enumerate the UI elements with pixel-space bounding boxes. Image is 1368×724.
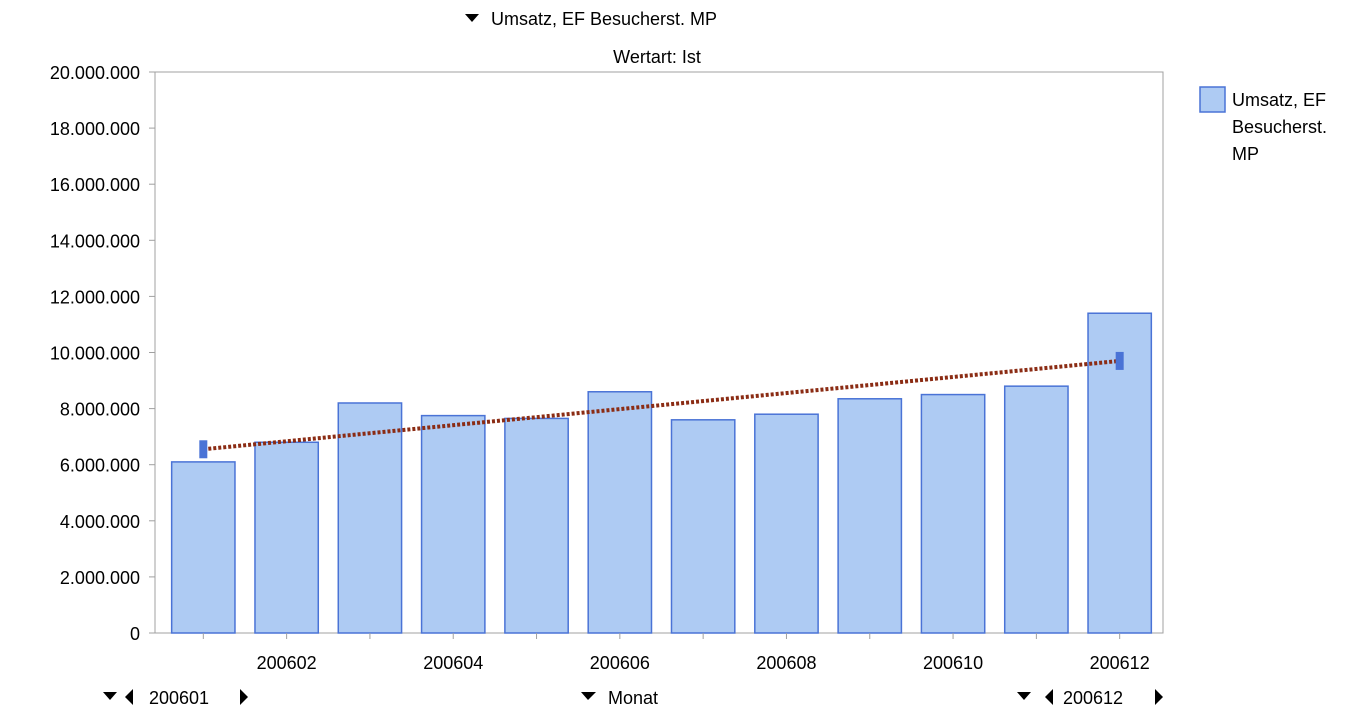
bar-200608[interactable] bbox=[754, 413, 819, 634]
y-tick-label: 18.000.000 bbox=[50, 119, 140, 139]
plot-area bbox=[154, 71, 1164, 634]
x-tick-label: 200604 bbox=[423, 653, 483, 673]
range-end-control: 200612 bbox=[1017, 688, 1163, 708]
x-axis: 200602 200604 200606 200608 200610 200612 bbox=[202, 633, 1150, 673]
y-tick-label: 14.000.000 bbox=[50, 231, 140, 251]
trendline-path bbox=[203, 358, 1120, 452]
x-tick-label: 200610 bbox=[923, 653, 983, 673]
range-end-next-icon[interactable] bbox=[1155, 689, 1163, 705]
legend-label-line-1: Umsatz, EF bbox=[1232, 90, 1326, 110]
y-tick-label: 12.000.000 bbox=[50, 287, 140, 307]
dimension-dropdown-icon bbox=[581, 692, 596, 700]
range-start-dropdown-icon[interactable] bbox=[103, 692, 117, 700]
bar-200602[interactable] bbox=[254, 441, 320, 634]
chart-subtitle: Wertart: Ist bbox=[613, 47, 701, 67]
bar-200601[interactable] bbox=[170, 461, 236, 634]
y-tick-label: 4.000.000 bbox=[60, 512, 140, 532]
bar-series bbox=[170, 312, 1153, 634]
title-dropdown[interactable]: Umsatz, EF Besucherst. MP bbox=[465, 9, 717, 29]
bar-200604[interactable] bbox=[420, 414, 486, 634]
trendline-end-handle[interactable] bbox=[1115, 351, 1124, 370]
y-axis: 0 2.000.000 4.000.000 6.000.000 8.000.000 10.… bbox=[50, 63, 155, 644]
range-start-prev-icon[interactable] bbox=[125, 689, 133, 705]
x-tick-label: 200602 bbox=[257, 653, 317, 673]
legend-label-line-3: MP bbox=[1232, 144, 1259, 164]
y-tick-label: 20.000.000 bbox=[50, 63, 140, 83]
legend-label-line-2: Besucherst. bbox=[1232, 117, 1327, 137]
y-tick-label: 10.000.000 bbox=[50, 344, 140, 364]
range-start-next-icon[interactable] bbox=[240, 689, 248, 705]
bar-200609[interactable] bbox=[837, 398, 903, 634]
y-tick-label: 8.000.000 bbox=[60, 400, 140, 420]
y-tick-label: 6.000.000 bbox=[60, 456, 140, 476]
trendline bbox=[199, 351, 1124, 459]
chart-title: Umsatz, EF Besucherst. MP bbox=[491, 9, 717, 29]
legend: Umsatz, EF Besucherst. MP bbox=[1199, 86, 1327, 164]
bar-200610[interactable] bbox=[920, 393, 986, 634]
range-start-control: 200601 bbox=[103, 688, 248, 708]
x-tick-label: 200612 bbox=[1090, 653, 1150, 673]
dropdown-arrow-icon bbox=[465, 14, 479, 22]
y-tick-label: 2.000.000 bbox=[60, 568, 140, 588]
range-end-value: 200612 bbox=[1063, 688, 1123, 708]
legend-swatch bbox=[1199, 86, 1226, 113]
x-tick-label: 200606 bbox=[590, 653, 650, 673]
y-tick-label: 0 bbox=[130, 624, 140, 644]
dimension-label: Monat bbox=[608, 688, 658, 708]
range-start-value: 200601 bbox=[149, 688, 209, 708]
y-tick-label: 16.000.000 bbox=[50, 175, 140, 195]
trendline-start-handle[interactable] bbox=[199, 440, 208, 459]
bar-200611[interactable] bbox=[1003, 385, 1069, 634]
bar-200606[interactable] bbox=[587, 391, 653, 634]
bar-200603[interactable] bbox=[337, 402, 403, 634]
range-end-dropdown-icon[interactable] bbox=[1017, 692, 1031, 700]
bar-200605[interactable] bbox=[504, 417, 569, 634]
x-tick-label: 200608 bbox=[756, 653, 816, 673]
bar-200607[interactable] bbox=[670, 419, 736, 634]
dimension-dropdown[interactable]: Monat bbox=[581, 688, 658, 708]
range-end-prev-icon[interactable] bbox=[1045, 689, 1053, 705]
